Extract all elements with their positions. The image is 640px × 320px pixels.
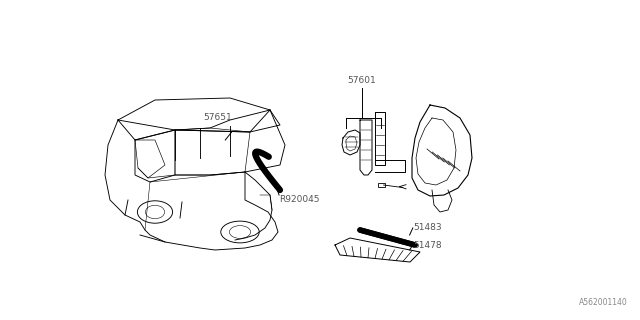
Bar xyxy=(378,183,385,187)
Text: 57601: 57601 xyxy=(348,76,376,85)
Text: 51483: 51483 xyxy=(413,223,442,233)
Text: 57651: 57651 xyxy=(204,113,232,122)
Text: 51478: 51478 xyxy=(413,241,442,250)
Text: R920045: R920045 xyxy=(279,195,319,204)
Text: A562001140: A562001140 xyxy=(579,298,627,307)
